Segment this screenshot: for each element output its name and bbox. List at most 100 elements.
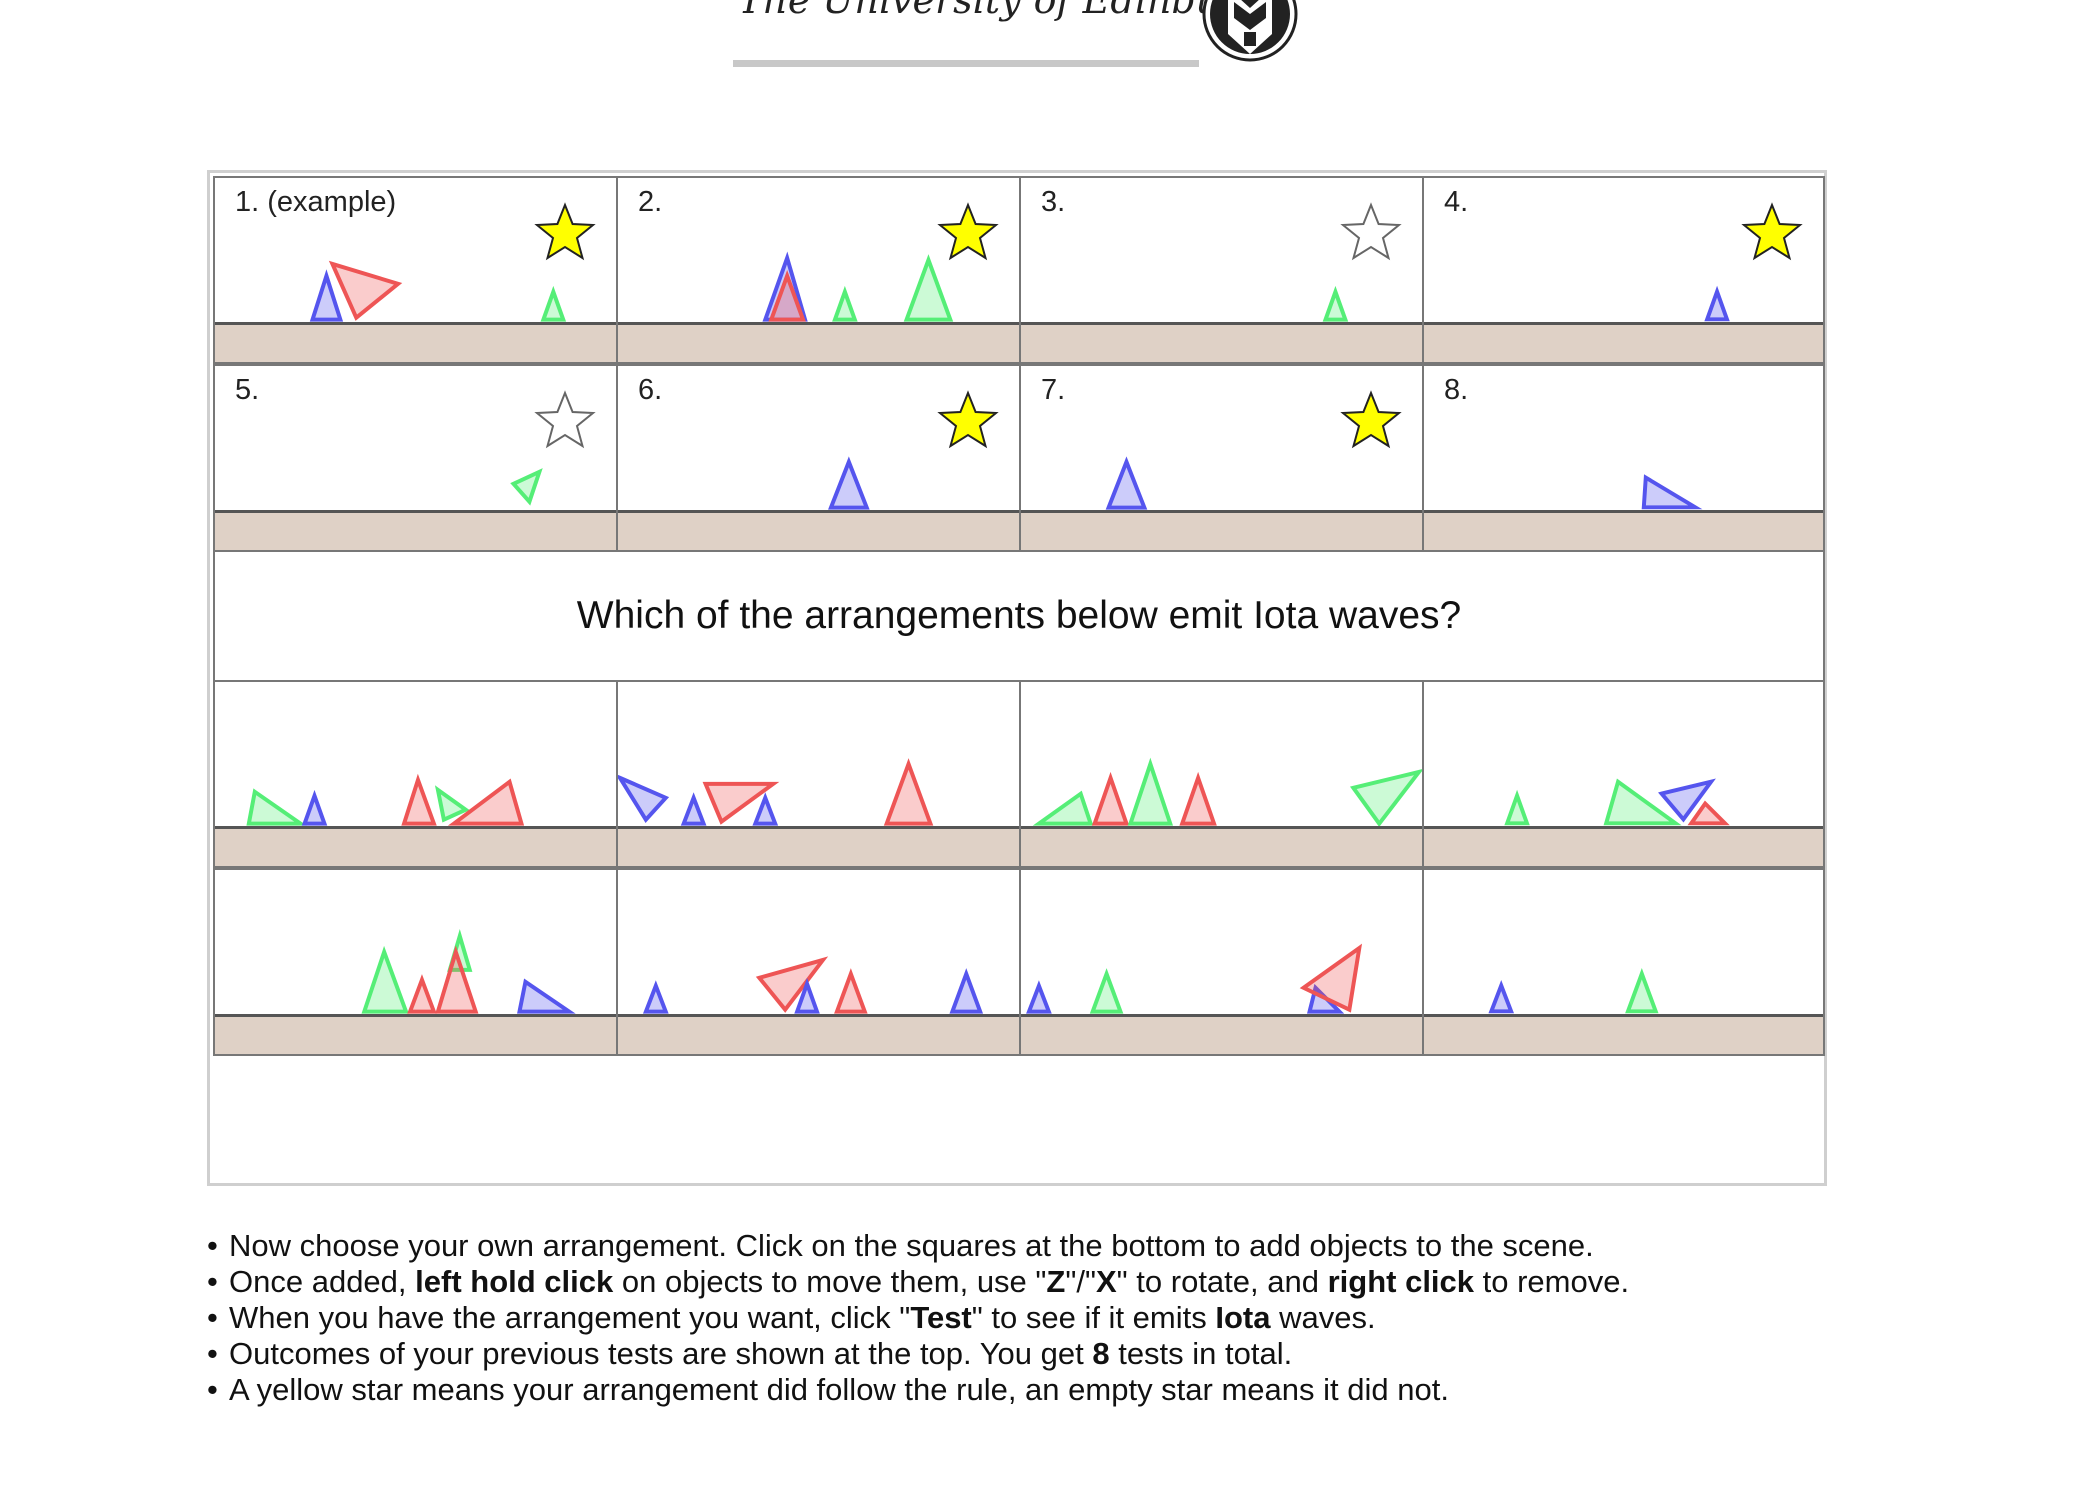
test-cell-8: 8. (1422, 364, 1825, 552)
ground (618, 510, 1019, 552)
scene-4 (1704, 285, 1730, 322)
test-cell-2: 2. (616, 176, 1019, 364)
red-pyramid (1091, 771, 1130, 826)
red-pyramid (435, 945, 479, 1014)
green-pyramid (540, 285, 567, 322)
blue-pyramid (309, 269, 344, 322)
red-pyramid (702, 781, 780, 825)
red-pyramid (883, 758, 934, 826)
star-filled-icon (937, 390, 999, 449)
instructions-list: Now choose your own arrangement. Click o… (207, 1228, 1907, 1408)
ground (1424, 322, 1823, 364)
ground (1021, 826, 1422, 868)
test-label: 5. (235, 374, 260, 406)
blue-pyramid (517, 978, 576, 1014)
star-filled-icon (937, 202, 999, 261)
choice-scene-6 (642, 956, 984, 1014)
scene-5 (510, 468, 543, 506)
arrangement-choices-grid (213, 680, 1825, 1056)
instruction-item: Outcomes of your previous tests are show… (207, 1336, 1907, 1372)
green-pyramid (1504, 789, 1530, 826)
test-cell-5: 5. (213, 364, 616, 552)
choice-scene-1 (246, 773, 525, 826)
test-cell-1: 1. (example) (213, 176, 616, 364)
ground (618, 1014, 1019, 1056)
scene-7 (1105, 456, 1148, 510)
test-results-grid: 1. (example) 2. 3. (213, 176, 1825, 552)
blue-pyramid (1026, 980, 1052, 1014)
blue-pyramid (828, 456, 870, 510)
choice-cell-6[interactable] (616, 868, 1019, 1056)
blue-pyramid (301, 789, 328, 826)
red-pyramid (407, 974, 437, 1014)
choice-cell-3[interactable] (1019, 680, 1422, 868)
choice-cell-1[interactable] (213, 680, 616, 868)
test-label: 6. (638, 374, 663, 406)
ground (1021, 1014, 1422, 1056)
red-pyramid (755, 956, 829, 1013)
header: The University of Edinburgh (0, 0, 2076, 80)
scene-8 (1641, 474, 1703, 510)
scene-3 (1322, 285, 1349, 322)
test-cell-6: 6. (616, 364, 1019, 552)
star-filled-icon (534, 202, 596, 261)
choice-scene-7 (1026, 943, 1363, 1014)
green-pyramid (434, 785, 470, 823)
ground (1021, 322, 1422, 364)
test-label: 2. (638, 186, 663, 218)
instruction-item: When you have the arrangement you want, … (207, 1300, 1907, 1336)
red-pyramid (328, 260, 403, 321)
test-label: 8. (1444, 374, 1469, 406)
test-cell-4: 4. (1422, 176, 1825, 364)
blue-pyramid (949, 968, 984, 1014)
ground (1424, 1014, 1823, 1056)
blue-pyramid (1488, 980, 1515, 1014)
choice-cell-8[interactable] (1422, 868, 1825, 1056)
red-pyramid (834, 968, 868, 1014)
green-pyramid (1322, 285, 1349, 322)
green-pyramid (1032, 790, 1094, 826)
green-pyramid (246, 788, 307, 826)
star-empty-icon (534, 390, 596, 449)
ground (215, 510, 616, 552)
choice-scene-8 (1488, 967, 1659, 1014)
ground (215, 826, 616, 868)
test-label: 1. (example) (235, 186, 397, 218)
choice-scene-3 (1032, 757, 1422, 827)
ground (1021, 510, 1422, 552)
question-band: Which of the arrangements below emit Iot… (213, 552, 1825, 680)
test-label: 4. (1444, 186, 1469, 218)
star-filled-icon (1741, 202, 1803, 261)
star-empty-icon (1340, 202, 1402, 261)
choice-scene-2 (618, 758, 934, 826)
choice-cell-7[interactable] (1019, 868, 1422, 1056)
scene-6 (828, 456, 870, 510)
instruction-item: Once added, left hold click on objects t… (207, 1264, 1907, 1300)
institution-name: The University of Edinburgh (738, 0, 1288, 22)
blue-pyramid (1704, 285, 1730, 322)
blue-pyramid (618, 774, 670, 823)
red-pyramid (1299, 943, 1363, 1013)
task-panel: 1. (example) 2. 3. (207, 170, 1827, 1186)
blue-pyramid (1658, 778, 1716, 823)
green-pyramid (510, 468, 543, 506)
blue-pyramid (1641, 474, 1703, 510)
choice-cell-5[interactable] (213, 868, 616, 1056)
red-pyramid (1687, 800, 1730, 826)
green-pyramid (1127, 757, 1174, 826)
ground (1424, 510, 1823, 552)
instruction-item: Now choose your own arrangement. Click o… (207, 1228, 1907, 1264)
choice-scene-4 (1504, 778, 1730, 826)
question-text: Which of the arrangements below emit Iot… (576, 594, 1462, 637)
blue-pyramid (680, 792, 707, 826)
scene-2 (762, 251, 954, 322)
green-pyramid (1089, 968, 1124, 1014)
ground (618, 826, 1019, 868)
test-label: 7. (1041, 374, 1066, 406)
red-pyramid (1179, 771, 1217, 826)
choice-cell-4[interactable] (1422, 680, 1825, 868)
ground (215, 1014, 616, 1056)
choice-cell-2[interactable] (616, 680, 1019, 868)
red-pyramid (447, 778, 525, 826)
blue-pyramid (752, 792, 779, 826)
